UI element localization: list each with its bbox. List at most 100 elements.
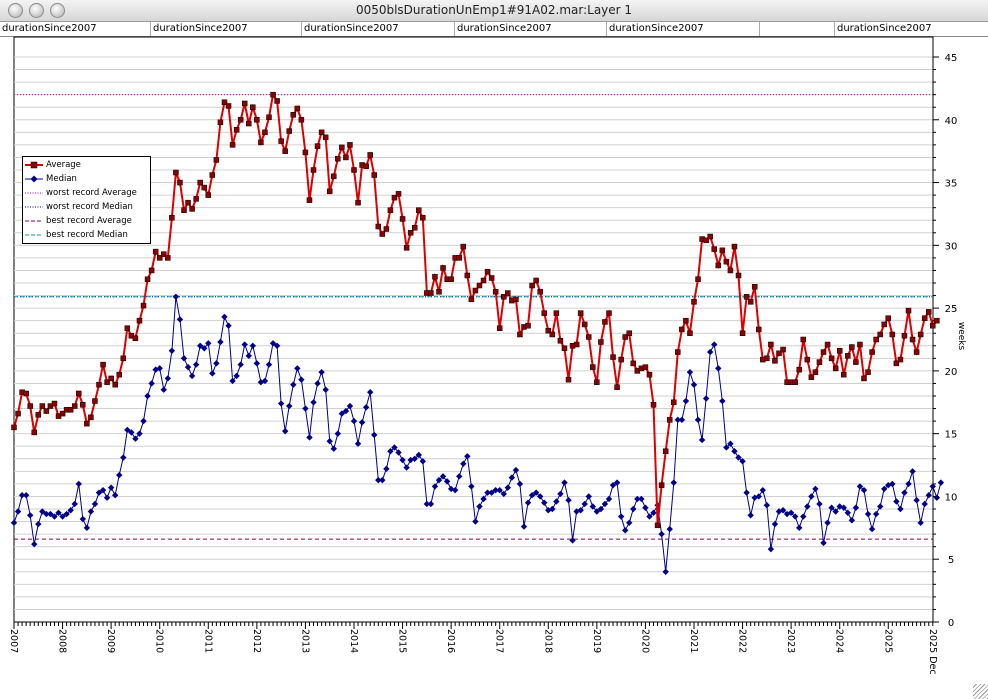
average-point <box>893 360 900 367</box>
median-point <box>609 481 617 489</box>
window-title: 0050blsDurationUnEmp1#91A02.mar:Layer 1 <box>355 3 633 17</box>
average-point <box>602 319 608 325</box>
median-point <box>47 510 54 518</box>
legend-median-symbol <box>25 175 43 183</box>
median-point <box>111 491 119 499</box>
median-point <box>87 508 95 515</box>
median-point <box>184 363 192 371</box>
median-point <box>860 486 868 494</box>
median-point <box>225 322 232 329</box>
median-point <box>35 520 42 528</box>
average-point <box>598 339 604 345</box>
tab-2[interactable]: durationSince2007 <box>151 22 302 36</box>
legend-item-best-average: best record Average <box>23 214 150 228</box>
median-point <box>273 342 281 349</box>
average-point <box>294 105 301 112</box>
average-point <box>383 226 390 232</box>
average-point <box>108 375 114 382</box>
average-point <box>877 331 883 338</box>
legend-item-average: Average <box>23 158 150 172</box>
median-point <box>901 489 908 496</box>
average-point <box>205 192 212 198</box>
median-point <box>759 486 767 494</box>
average-point <box>322 134 329 141</box>
median-point <box>893 498 900 505</box>
y-tick-label: 0 <box>948 618 954 629</box>
average-point <box>420 214 426 221</box>
average-point <box>92 398 98 404</box>
tab-3[interactable]: durationSince2007 <box>302 22 455 36</box>
tab-1[interactable]: durationSince2007 <box>0 22 151 36</box>
median-point <box>577 507 584 514</box>
median-point <box>723 444 730 451</box>
median-point <box>832 508 839 515</box>
median-point <box>91 500 99 508</box>
median-point <box>172 293 180 301</box>
average-point <box>723 258 730 265</box>
median-point <box>727 440 734 447</box>
tab-6[interactable] <box>760 22 835 36</box>
median-point <box>597 505 605 513</box>
tab-5[interactable]: durationSince2007 <box>607 22 760 36</box>
average-point <box>921 315 928 321</box>
legend-best-median-symbol <box>25 234 43 236</box>
x-tick-label: 2014 <box>348 629 359 653</box>
average-point <box>302 149 309 156</box>
median-point <box>39 508 46 515</box>
average-point <box>298 117 305 123</box>
median-point <box>277 400 285 407</box>
average-point <box>201 184 207 191</box>
average-point <box>39 403 46 409</box>
average-point <box>517 331 523 338</box>
average-point <box>221 99 228 105</box>
median-point <box>731 448 738 455</box>
average-point <box>464 272 471 279</box>
median-point <box>808 493 815 500</box>
legend-label: worst record Median <box>46 202 133 212</box>
tab-4[interactable]: durationSince2007 <box>455 22 607 36</box>
average-point <box>347 142 353 148</box>
median-point <box>63 510 70 518</box>
average-point <box>630 360 637 367</box>
average-point <box>905 307 912 314</box>
average-point <box>120 355 127 362</box>
average-point <box>148 267 155 274</box>
x-tick-label: 2016 <box>445 629 456 653</box>
tab-7[interactable]: durationSince2007 <box>837 23 932 34</box>
median-point <box>496 486 503 494</box>
y-tick-label: 20 <box>945 367 958 378</box>
average-point <box>403 245 410 251</box>
average-point <box>756 326 762 333</box>
average-point <box>165 255 171 261</box>
median-point <box>698 436 706 444</box>
median-point <box>168 347 176 354</box>
average-point <box>606 310 612 316</box>
median-point <box>856 483 864 490</box>
close-window-button[interactable] <box>8 3 23 18</box>
minimize-window-button[interactable] <box>29 3 44 18</box>
zoom-window-button[interactable] <box>50 3 65 18</box>
median-point <box>164 375 172 382</box>
window-resize-grip[interactable] <box>973 684 988 699</box>
median-point <box>249 342 257 349</box>
median-point <box>630 505 637 513</box>
legend-average-symbol <box>25 161 43 169</box>
median-point <box>371 431 378 439</box>
average-point <box>865 369 871 375</box>
median-point <box>541 499 548 506</box>
legend-worst-average-symbol <box>25 192 43 194</box>
average-point <box>246 120 252 127</box>
median-point <box>245 352 252 360</box>
median-point <box>702 395 710 402</box>
x-tick-label: 2021 <box>688 629 699 653</box>
average-point <box>197 179 203 186</box>
average-point <box>650 402 657 408</box>
median-point <box>638 495 645 503</box>
average-point <box>561 345 568 352</box>
median-point <box>913 497 920 504</box>
median-point <box>500 490 507 498</box>
average-point <box>557 338 564 344</box>
median-point <box>326 438 333 445</box>
average-point <box>622 334 628 340</box>
average-point <box>161 251 167 257</box>
